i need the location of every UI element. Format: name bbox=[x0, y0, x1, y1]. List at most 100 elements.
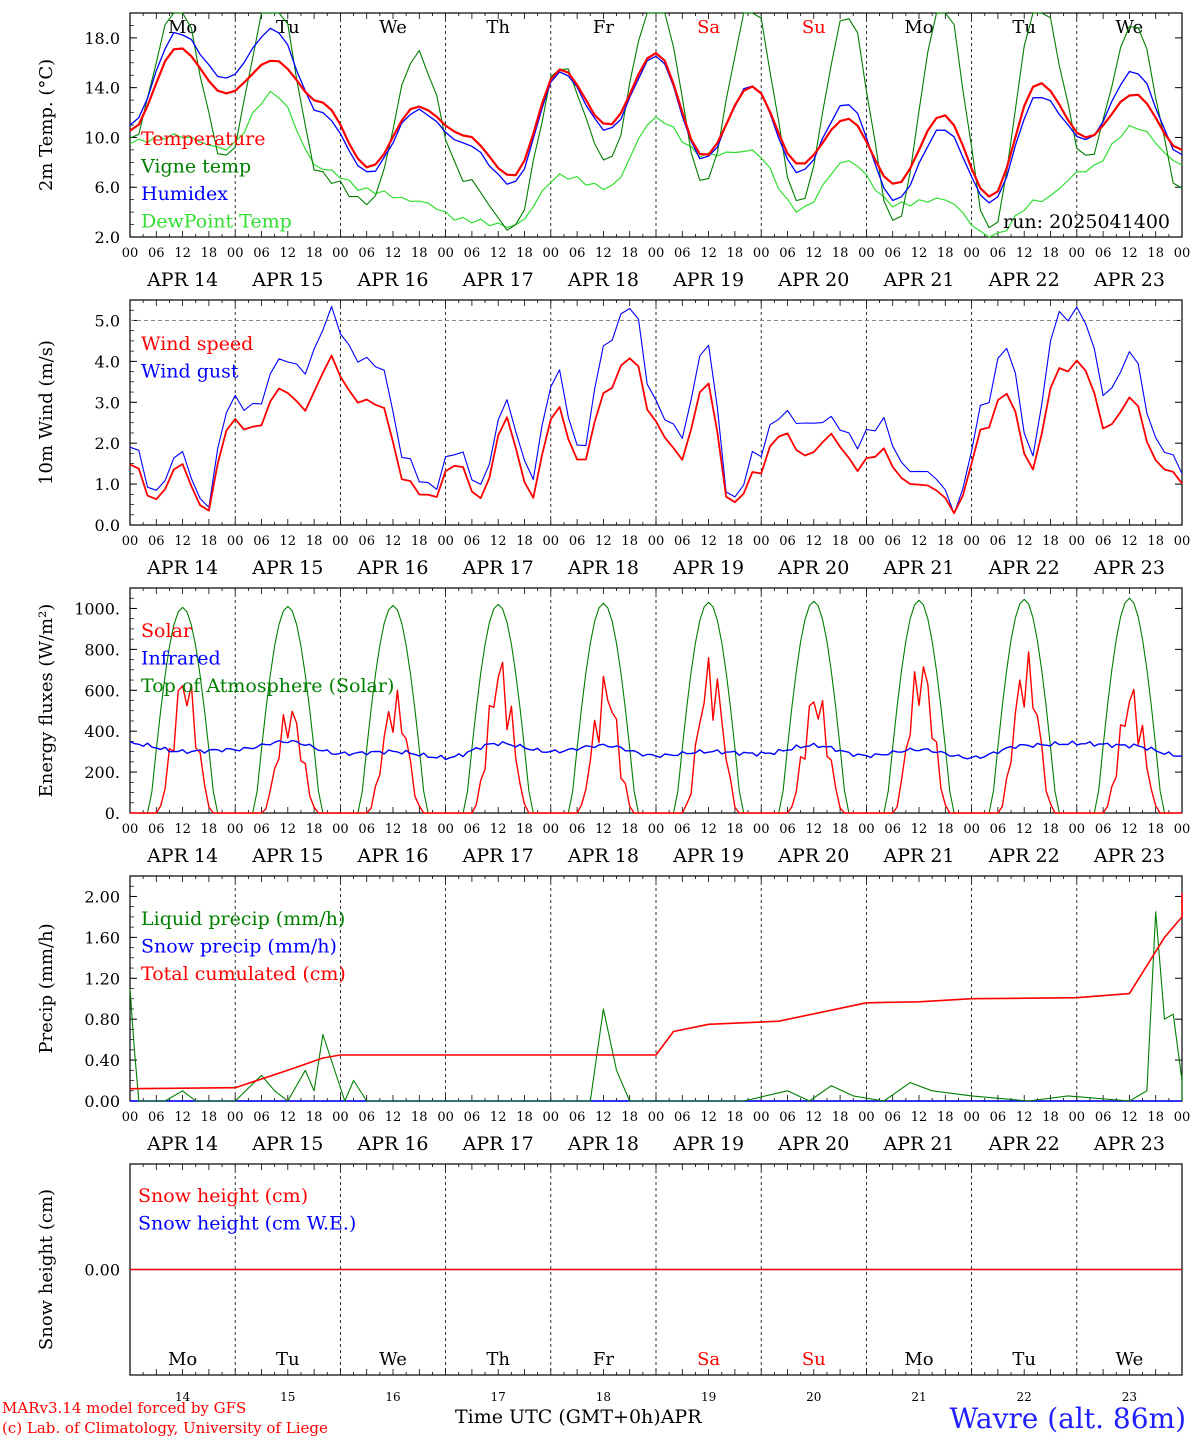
series-line bbox=[129, 12, 1183, 231]
date-label: APR 14 bbox=[146, 557, 218, 579]
y-tick-label: 0.0 bbox=[95, 516, 120, 535]
date-label: APR 18 bbox=[567, 1133, 639, 1155]
panel-5: 0.00 Snow height (cm) Mo Tu We Th Fr Sa Su Mo Tu We… bbox=[36, 1163, 1183, 1404]
hour-tick-label: 06 bbox=[884, 246, 901, 261]
hour-tick-label: 18 bbox=[306, 822, 323, 837]
hour-tick-label: 06 bbox=[884, 822, 901, 837]
y-tick-label: 0.40 bbox=[84, 1051, 120, 1070]
hour-tick-label: 00 bbox=[543, 246, 560, 261]
legend-entry: Temperature bbox=[141, 128, 265, 150]
hour-tick-label: 06 bbox=[358, 246, 375, 261]
hour-tick-label: 12 bbox=[595, 822, 612, 837]
hour-tick-label: 12 bbox=[1121, 822, 1138, 837]
y-tick-label: 18.0 bbox=[84, 29, 120, 48]
hour-tick-label: 18 bbox=[516, 534, 533, 549]
series-line bbox=[129, 305, 1183, 515]
hour-tick-label: 18 bbox=[832, 534, 849, 549]
hour-tick-label: 00 bbox=[332, 534, 349, 549]
date-label: APR 18 bbox=[567, 557, 639, 579]
hour-tick-label: 06 bbox=[464, 246, 481, 261]
date-label: APR 15 bbox=[251, 845, 323, 867]
y-tick-label: 1000. bbox=[74, 599, 120, 618]
hour-tick-label: 00 bbox=[648, 534, 665, 549]
hour-tick-label: 18 bbox=[727, 822, 744, 837]
hour-tick-label: 06 bbox=[253, 534, 270, 549]
hour-tick-label: 18 bbox=[1042, 822, 1059, 837]
hour-tick-label: 06 bbox=[990, 822, 1007, 837]
date-label: APR 15 bbox=[251, 1133, 323, 1155]
panel-1: 2.0 6.0 10.0 14.0 18.0 2m Temp. (°C) 00 06 12 18 A… bbox=[36, 12, 1191, 291]
hour-tick-label: 00 bbox=[1174, 246, 1191, 261]
hour-tick-label: 06 bbox=[990, 534, 1007, 549]
y-tick-label: 5.0 bbox=[95, 311, 120, 330]
hour-tick-label: 00 bbox=[963, 822, 980, 837]
date-label: APR 17 bbox=[462, 269, 534, 291]
hour-tick-label: 00 bbox=[227, 246, 244, 261]
hour-tick-label: 00 bbox=[543, 1110, 560, 1125]
hour-tick-label: 00 bbox=[858, 534, 875, 549]
legend-entry: Top of Atmosphere (Solar) bbox=[141, 675, 394, 697]
hour-tick-label: 12 bbox=[490, 1110, 507, 1125]
hour-tick-label: 06 bbox=[674, 1110, 691, 1125]
hour-tick-label: 00 bbox=[122, 534, 139, 549]
hour-tick-label: 18 bbox=[411, 246, 428, 261]
legend-entry: Liquid precip (mm/h) bbox=[141, 908, 345, 930]
hour-tick-label: 18 bbox=[937, 534, 954, 549]
x-axis-title-text: Time UTC (GMT+0h) bbox=[455, 1406, 661, 1428]
hour-tick-label: 18 bbox=[621, 534, 638, 549]
series-line bbox=[129, 911, 1183, 1102]
hour-tick-label: 12 bbox=[1016, 1110, 1033, 1125]
hour-tick-label: 18 bbox=[1042, 246, 1059, 261]
hour-tick-label: 18 bbox=[832, 1110, 849, 1125]
hour-tick-label: 00 bbox=[1174, 534, 1191, 549]
date-label: APR 14 bbox=[146, 1133, 218, 1155]
y-axis-label: Precip (mm/h) bbox=[36, 923, 57, 1053]
day-number-label: 21 bbox=[911, 1390, 926, 1404]
hour-tick-label: 12 bbox=[806, 822, 823, 837]
hour-tick-label: 06 bbox=[358, 534, 375, 549]
y-axis-label: Energy fluxes (W/m²) bbox=[36, 604, 57, 798]
weekday-label: Sa bbox=[697, 17, 720, 38]
date-label: APR 16 bbox=[356, 557, 428, 579]
hour-tick-label: 06 bbox=[1095, 246, 1112, 261]
date-label: APR 16 bbox=[356, 845, 428, 867]
hour-tick-label: 18 bbox=[516, 1110, 533, 1125]
hour-tick-label: 12 bbox=[700, 1110, 717, 1125]
day-number-label: 16 bbox=[385, 1390, 400, 1404]
date-label: APR 15 bbox=[251, 557, 323, 579]
hour-tick-label: 00 bbox=[543, 534, 560, 549]
weekday-label: We bbox=[379, 1349, 407, 1370]
date-label: APR 15 bbox=[251, 269, 323, 291]
hour-tick-label: 00 bbox=[858, 822, 875, 837]
hour-tick-label: 00 bbox=[227, 534, 244, 549]
hour-tick-label: 18 bbox=[621, 246, 638, 261]
date-label: APR 23 bbox=[1093, 845, 1165, 867]
hour-tick-label: 18 bbox=[621, 822, 638, 837]
series-line bbox=[129, 354, 1183, 515]
day-number-label: 18 bbox=[596, 1390, 611, 1404]
weekday-label: Mo bbox=[904, 17, 933, 38]
hour-tick-label: 06 bbox=[148, 1110, 165, 1125]
date-label: APR 21 bbox=[882, 269, 954, 291]
legend-entry: DewPoint Temp bbox=[141, 211, 292, 233]
date-label: APR 16 bbox=[356, 1133, 428, 1155]
y-tick-label: 6.0 bbox=[95, 178, 120, 197]
hour-tick-label: 18 bbox=[832, 246, 849, 261]
panel-2: 0.0 1.0 2.0 3.0 4.0 5.0 10m Wind (m/s) 00 06 12 18… bbox=[36, 299, 1191, 579]
hour-tick-label: 12 bbox=[490, 246, 507, 261]
hour-tick-label: 00 bbox=[1174, 1110, 1191, 1125]
legend-entry: Snow precip (mm/h) bbox=[141, 936, 337, 958]
hour-tick-label: 18 bbox=[411, 1110, 428, 1125]
hour-tick-label: 12 bbox=[595, 534, 612, 549]
hour-tick-label: 00 bbox=[963, 1110, 980, 1125]
date-label: APR 21 bbox=[882, 1133, 954, 1155]
date-label: APR 18 bbox=[567, 269, 639, 291]
y-tick-label: 200. bbox=[84, 763, 120, 782]
hour-tick-label: 18 bbox=[201, 246, 218, 261]
date-label: APR 21 bbox=[882, 845, 954, 867]
hour-tick-label: 00 bbox=[753, 246, 770, 261]
series-line bbox=[129, 47, 1183, 198]
y-tick-label: 2.00 bbox=[84, 887, 120, 906]
hour-tick-label: 06 bbox=[253, 822, 270, 837]
